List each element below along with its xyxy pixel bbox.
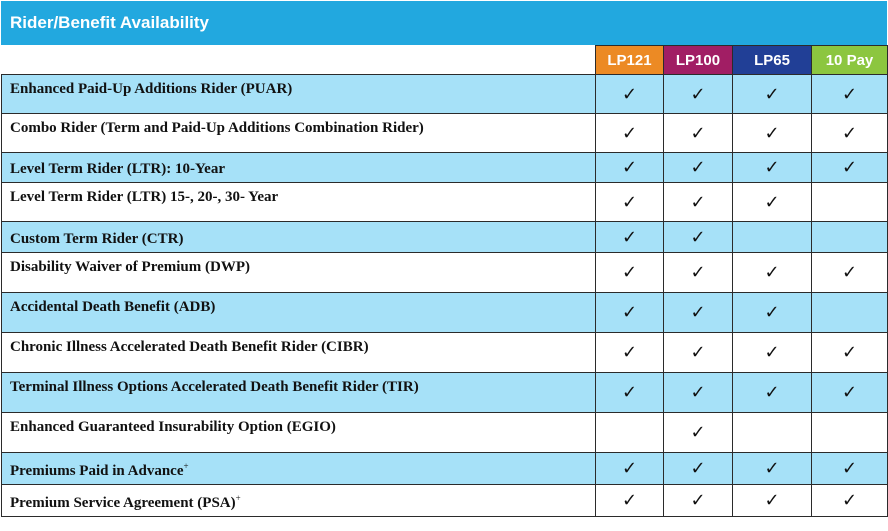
empty-cell bbox=[595, 412, 664, 453]
rider-name-cell: Level Term Rider (LTR) 15-, 20-, 30- Yea… bbox=[1, 182, 596, 222]
checkmark-icon: ✓ bbox=[732, 292, 812, 333]
checkmark-icon: ✓ bbox=[595, 182, 664, 222]
checkmark-icon: ✓ bbox=[811, 372, 888, 413]
checkmark-icon: ✓ bbox=[595, 484, 664, 517]
checkmark-icon: ✓ bbox=[595, 292, 664, 333]
checkmark-icon: ✓ bbox=[732, 74, 812, 114]
table-row: Combo Rider (Term and Paid-Up Additions … bbox=[1, 113, 888, 153]
rider-name-cell: Custom Term Rider (CTR) bbox=[1, 221, 596, 253]
footnote-marker: + bbox=[235, 493, 241, 503]
rider-name: Accidental Death Benefit (ADB) bbox=[10, 299, 216, 315]
table-row: Chronic Illness Accelerated Death Benefi… bbox=[1, 332, 888, 373]
checkmark-icon: ✓ bbox=[811, 74, 888, 114]
rider-name-cell: Enhanced Guaranteed Insurability Option … bbox=[1, 412, 596, 453]
rider-name-cell: Premium Service Agreement (PSA)+ bbox=[1, 484, 596, 517]
table-row: Enhanced Paid-Up Additions Rider (PUAR) ✓… bbox=[1, 74, 888, 114]
table-row: Terminal Illness Options Accelerated Dea… bbox=[1, 372, 888, 413]
checkmark-icon: ✓ bbox=[663, 484, 733, 517]
plan-header-lp65: LP65 bbox=[732, 45, 812, 75]
checkmark-icon: ✓ bbox=[595, 452, 664, 485]
checkmark-icon: ✓ bbox=[732, 152, 812, 183]
table-row: Premiums Paid in Advance+ ✓ ✓ ✓ ✓ bbox=[1, 452, 888, 485]
header-blank-cell bbox=[1, 45, 596, 75]
checkmark-icon: ✓ bbox=[732, 182, 812, 222]
checkmark-icon: ✓ bbox=[663, 182, 733, 222]
checkmark-icon: ✓ bbox=[663, 252, 733, 293]
checkmark-icon: ✓ bbox=[811, 152, 888, 183]
checkmark-icon: ✓ bbox=[595, 372, 664, 413]
rider-name: Level Term Rider (LTR): 10-Year bbox=[10, 161, 225, 177]
checkmark-icon: ✓ bbox=[595, 252, 664, 293]
checkmark-icon: ✓ bbox=[595, 152, 664, 183]
availability-grid: LP121 LP100 LP65 10 Pay Enhanced Paid-Up Add… bbox=[1, 45, 888, 517]
table-row: Custom Term Rider (CTR) ✓ ✓ bbox=[1, 221, 888, 253]
rider-name: Enhanced Guaranteed Insurability Option … bbox=[10, 419, 336, 435]
rider-name: Custom Term Rider (CTR) bbox=[10, 231, 184, 247]
checkmark-icon: ✓ bbox=[595, 221, 664, 253]
rider-name: Combo Rider (Term and Paid-Up Additions … bbox=[10, 120, 424, 136]
empty-cell bbox=[732, 221, 812, 253]
checkmark-icon: ✓ bbox=[732, 372, 812, 413]
rider-name: Level Term Rider (LTR) 15-, 20-, 30- Yea… bbox=[10, 189, 279, 205]
checkmark-icon: ✓ bbox=[595, 74, 664, 114]
rider-name-cell: Enhanced Paid-Up Additions Rider (PUAR) bbox=[1, 74, 596, 114]
empty-cell bbox=[811, 221, 888, 253]
rider-name-cell: Accidental Death Benefit (ADB) bbox=[1, 292, 596, 333]
plan-header-lp100: LP100 bbox=[663, 45, 733, 75]
checkmark-icon: ✓ bbox=[663, 452, 733, 485]
rider-name-cell: Chronic Illness Accelerated Death Benefi… bbox=[1, 332, 596, 373]
checkmark-icon: ✓ bbox=[811, 332, 888, 373]
empty-cell bbox=[811, 412, 888, 453]
checkmark-icon: ✓ bbox=[663, 292, 733, 333]
checkmark-icon: ✓ bbox=[732, 484, 812, 517]
checkmark-icon: ✓ bbox=[732, 452, 812, 485]
checkmark-icon: ✓ bbox=[732, 332, 812, 373]
rider-name-cell: Combo Rider (Term and Paid-Up Additions … bbox=[1, 113, 596, 153]
table-row: Disability Waiver of Premium (DWP) ✓ ✓ ✓ ✓ bbox=[1, 252, 888, 293]
rider-name-cell: Terminal Illness Options Accelerated Dea… bbox=[1, 372, 596, 413]
checkmark-icon: ✓ bbox=[595, 113, 664, 153]
checkmark-icon: ✓ bbox=[663, 113, 733, 153]
empty-cell bbox=[732, 412, 812, 453]
checkmark-icon: ✓ bbox=[663, 372, 733, 413]
empty-cell bbox=[811, 182, 888, 222]
table-row: Premium Service Agreement (PSA)+ ✓ ✓ ✓ ✓ bbox=[1, 484, 888, 517]
rider-name-cell: Premiums Paid in Advance+ bbox=[1, 452, 596, 485]
footnote-marker: + bbox=[183, 461, 189, 471]
table-row: Level Term Rider (LTR) 15-, 20-, 30- Yea… bbox=[1, 182, 888, 222]
checkmark-icon: ✓ bbox=[811, 113, 888, 153]
rider-name: Chronic Illness Accelerated Death Benefi… bbox=[10, 339, 369, 355]
rider-name-cell: Level Term Rider (LTR): 10-Year bbox=[1, 152, 596, 183]
rider-name-cell: Disability Waiver of Premium (DWP) bbox=[1, 252, 596, 293]
empty-cell bbox=[811, 292, 888, 333]
header-row: LP121 LP100 LP65 10 Pay bbox=[1, 45, 888, 75]
checkmark-icon: ✓ bbox=[663, 74, 733, 114]
rider-name: Terminal Illness Options Accelerated Dea… bbox=[10, 379, 419, 395]
checkmark-icon: ✓ bbox=[811, 252, 888, 293]
table-row: Enhanced Guaranteed Insurability Option … bbox=[1, 412, 888, 453]
checkmark-icon: ✓ bbox=[811, 484, 888, 517]
checkmark-icon: ✓ bbox=[732, 252, 812, 293]
checkmark-icon: ✓ bbox=[732, 113, 812, 153]
checkmark-icon: ✓ bbox=[663, 152, 733, 183]
checkmark-icon: ✓ bbox=[663, 332, 733, 373]
rider-name: Disability Waiver of Premium (DWP) bbox=[10, 259, 250, 275]
table-row: Level Term Rider (LTR): 10-Year ✓ ✓ ✓ ✓ bbox=[1, 152, 888, 183]
rider-name: Premium Service Agreement (PSA) bbox=[10, 495, 236, 511]
checkmark-icon: ✓ bbox=[811, 452, 888, 485]
table-row: Accidental Death Benefit (ADB) ✓ ✓ ✓ bbox=[1, 292, 888, 333]
rider-name: Premiums Paid in Advance bbox=[10, 463, 184, 479]
checkmark-icon: ✓ bbox=[595, 332, 664, 373]
checkmark-icon: ✓ bbox=[663, 412, 733, 453]
rider-name: Enhanced Paid-Up Additions Rider (PUAR) bbox=[10, 81, 293, 97]
plan-header-10-pay: 10 Pay bbox=[811, 45, 888, 75]
plan-header-lp121: LP121 bbox=[595, 45, 664, 75]
checkmark-icon: ✓ bbox=[663, 221, 733, 253]
table-title: Rider/Benefit Availability bbox=[1, 1, 887, 45]
